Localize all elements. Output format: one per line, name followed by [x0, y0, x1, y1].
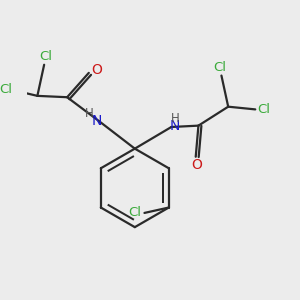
Text: Cl: Cl	[0, 82, 12, 96]
Text: H: H	[170, 112, 179, 125]
Text: Cl: Cl	[129, 206, 142, 219]
Text: Cl: Cl	[39, 50, 52, 63]
Text: Cl: Cl	[214, 61, 226, 74]
Text: Cl: Cl	[258, 103, 271, 116]
Text: N: N	[170, 119, 180, 133]
Text: H: H	[85, 107, 94, 120]
Text: O: O	[192, 158, 203, 172]
Text: N: N	[92, 114, 102, 128]
Text: O: O	[92, 63, 102, 77]
